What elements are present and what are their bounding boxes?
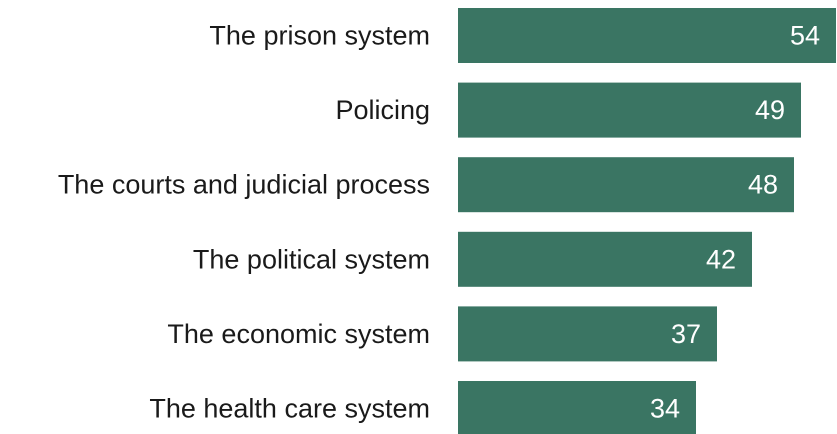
category-label: The political system: [193, 244, 430, 274]
category-label: The economic system: [167, 319, 430, 349]
bar-row: The courts and judicial process 48: [58, 157, 794, 213]
data-label: 42: [706, 244, 736, 274]
bar-row: The political system 42: [193, 231, 752, 287]
bar: [458, 306, 717, 362]
data-label: 37: [671, 319, 701, 349]
bar-row: Policing 49: [335, 82, 801, 138]
category-label: Policing: [335, 95, 430, 125]
data-label: 34: [650, 394, 680, 424]
bar-row: The health care system 34: [149, 381, 696, 434]
bar-row: The prison system 54: [209, 8, 836, 63]
bar-row: The economic system 37: [167, 306, 717, 362]
data-label: 54: [790, 21, 820, 51]
category-label: The prison system: [209, 21, 430, 51]
category-label: The courts and judicial process: [58, 170, 430, 200]
bar: [458, 8, 836, 63]
bar: [458, 231, 752, 287]
bar: [458, 381, 696, 434]
category-label: The health care system: [149, 394, 430, 424]
bar: [458, 82, 801, 138]
data-label: 49: [755, 95, 785, 125]
data-label: 48: [748, 170, 778, 200]
bar: [458, 157, 794, 213]
